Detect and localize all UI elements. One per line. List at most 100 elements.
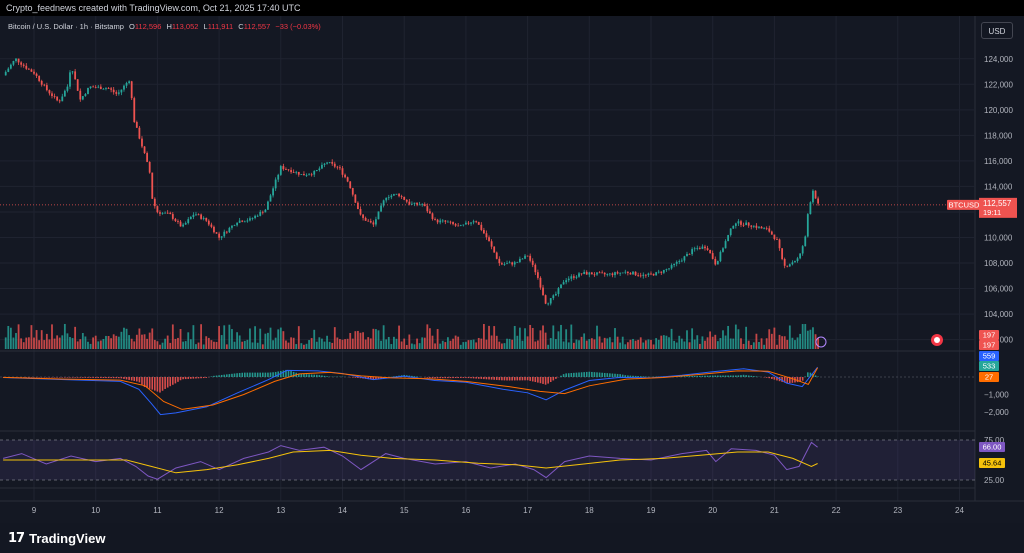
volume-bar (467, 340, 470, 349)
candle-body (531, 260, 534, 265)
candle-body (393, 194, 395, 196)
candle-body (431, 213, 434, 220)
macd-histogram-bar (380, 377, 382, 379)
macd-histogram-bar (634, 375, 637, 377)
macd-histogram-bar (436, 377, 439, 379)
volume-bar (665, 335, 668, 349)
chart-area[interactable]: 9 10 11 12 13 14 15 16 17 18 19 20 21 22 23 24 124,000 12… (0, 16, 1024, 523)
candle-body (151, 172, 154, 199)
volume-bar (292, 337, 295, 349)
volume-bar (331, 342, 334, 349)
x-tick-label: 17 (523, 506, 532, 515)
volume-bar (565, 329, 568, 349)
candle-body (752, 225, 755, 227)
macd-histogram-bar (637, 376, 639, 377)
macd-histogram-bar (742, 374, 745, 377)
volume-bar (400, 341, 403, 349)
macd-histogram-bar (552, 377, 555, 381)
candle-body (205, 217, 208, 221)
volume-bar (462, 342, 465, 349)
candle-body (7, 68, 10, 72)
macd-histogram-bar (82, 377, 84, 378)
candle-body (488, 237, 490, 242)
macd-histogram-bar (498, 377, 501, 381)
volume-bar (457, 336, 460, 349)
candle-body (84, 93, 87, 97)
currency-button[interactable]: USD (981, 22, 1013, 39)
volume-bar (413, 344, 416, 349)
candle-body (372, 222, 375, 225)
macd-histogram-bar (521, 377, 524, 381)
macd-histogram-bar (714, 375, 717, 377)
macd-histogram-bar (454, 377, 457, 379)
candle-body (670, 265, 673, 269)
volume-bar (524, 328, 526, 349)
macd-histogram-bar (750, 375, 753, 377)
volume-bar (729, 338, 732, 349)
volume-bar (583, 333, 586, 349)
macd-histogram-bar (547, 377, 549, 384)
candle-body (763, 228, 766, 230)
volume-bar (274, 337, 277, 349)
macd-histogram-bar (274, 371, 277, 377)
volume-bar (7, 325, 10, 349)
macd-histogram-bar (411, 375, 413, 377)
candle-body (768, 228, 771, 232)
candle-body (300, 173, 303, 175)
volume-bar (43, 340, 46, 349)
volume-bar (346, 338, 349, 349)
macd-histogram-bar (69, 377, 71, 378)
macd-histogram-bar (148, 377, 151, 389)
candle-body (701, 246, 704, 249)
volume-bar (418, 343, 421, 349)
volume-bar (408, 334, 411, 349)
candle-body (436, 219, 439, 223)
volume-bar (472, 339, 475, 349)
macd-histogram-bar (776, 377, 778, 381)
volume-bar (205, 336, 208, 349)
volume-bar (233, 341, 236, 349)
volume-bar (403, 338, 406, 349)
candle-body (200, 214, 203, 219)
candle-body (624, 271, 627, 273)
candle-body (215, 232, 218, 234)
volume-bar (686, 330, 688, 349)
volume-bar (698, 343, 701, 349)
volume-bar (354, 331, 357, 349)
macd-histogram-bar (693, 375, 696, 377)
volume-bar (177, 337, 179, 349)
candle-body (310, 174, 313, 176)
volume-bar (552, 325, 555, 349)
macd-histogram-bar (526, 377, 529, 381)
macd-histogram-bar (130, 377, 133, 381)
macd-histogram-bar (603, 372, 606, 377)
close-value: 112,557 (243, 22, 271, 31)
macd-histogram-bar (321, 375, 323, 377)
x-tick-label: 15 (400, 506, 409, 515)
candle-body (364, 217, 367, 221)
macd-histogram-bar (642, 376, 645, 377)
volume-bar (308, 340, 310, 349)
candle-body (716, 261, 719, 265)
volume-bar (673, 340, 676, 349)
candle-body (554, 293, 557, 296)
volume-bar (135, 334, 138, 349)
macd-histogram-bar (241, 372, 244, 377)
macd-histogram-bar (801, 377, 804, 381)
candle-body (218, 233, 220, 238)
candle-body (611, 273, 614, 276)
macd-histogram-bar (133, 377, 136, 381)
chart-svg[interactable]: 9 10 11 12 13 14 15 16 17 18 19 20 21 22 23 24 124,000 12… (0, 16, 1024, 523)
candle-body (164, 212, 167, 214)
volume-bar (439, 343, 442, 349)
candle-body (192, 214, 195, 217)
candle-body (225, 231, 228, 233)
volume-bar (704, 340, 706, 349)
candle-body (691, 249, 694, 255)
volume-bar (441, 340, 444, 349)
volume-bar (63, 323, 66, 349)
macd-histogram-bar (706, 375, 709, 377)
candle-body (292, 172, 295, 173)
volume-bar (48, 339, 51, 349)
macd-histogram-bar (598, 372, 601, 377)
